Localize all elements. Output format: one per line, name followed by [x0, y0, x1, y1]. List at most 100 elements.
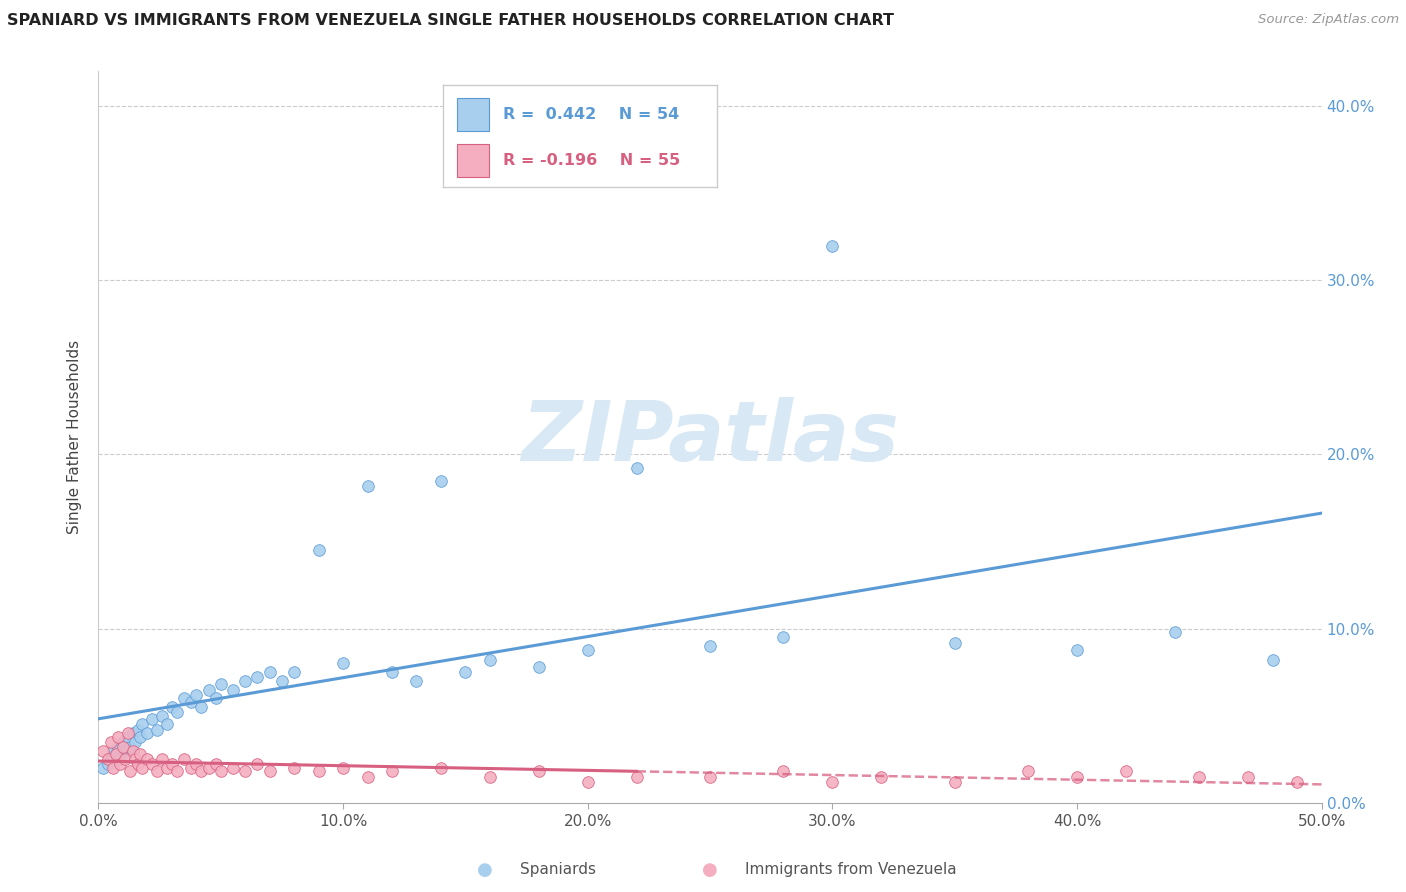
Point: [1237, 770, 1260, 784]
Point: [381, 665, 404, 680]
Point: [111, 735, 134, 749]
Point: [136, 726, 159, 740]
Point: [283, 761, 305, 775]
Point: [97, 757, 120, 772]
Point: [141, 712, 163, 726]
Point: [356, 479, 378, 493]
Point: [233, 673, 256, 688]
Point: [356, 770, 378, 784]
Point: [91, 743, 114, 757]
Point: [222, 761, 245, 775]
Text: ●: ●: [702, 861, 718, 879]
Point: [576, 642, 599, 657]
Point: [308, 543, 330, 558]
Point: [626, 461, 648, 475]
Text: R = -0.196    N = 55: R = -0.196 N = 55: [503, 153, 681, 169]
Point: [454, 665, 477, 680]
Point: [101, 743, 124, 757]
Text: Immigrants from Venezuela: Immigrants from Venezuela: [745, 863, 957, 877]
Point: [405, 673, 427, 688]
Point: [127, 757, 149, 772]
Point: [107, 740, 129, 755]
Bar: [457, 145, 489, 177]
Point: [430, 474, 453, 488]
Text: ZIPatlas: ZIPatlas: [522, 397, 898, 477]
Point: [259, 764, 281, 779]
Point: [190, 764, 212, 779]
Text: Source: ZipAtlas.com: Source: ZipAtlas.com: [1258, 13, 1399, 27]
Point: [1115, 764, 1137, 779]
Point: [430, 761, 453, 775]
Point: [156, 717, 179, 731]
Point: [527, 764, 550, 779]
Point: [1066, 770, 1088, 784]
Point: [186, 757, 208, 772]
Point: [576, 775, 599, 789]
Point: [381, 764, 404, 779]
Point: [699, 770, 721, 784]
Point: [117, 730, 139, 744]
Point: [110, 752, 132, 766]
Point: [127, 723, 149, 737]
Point: [160, 757, 183, 772]
Point: [772, 631, 794, 645]
Point: [121, 743, 143, 757]
Point: [166, 705, 188, 719]
Point: [100, 752, 122, 766]
Point: [136, 752, 159, 766]
Point: [772, 764, 794, 779]
Point: [222, 682, 245, 697]
Point: [246, 670, 269, 684]
Point: [104, 747, 127, 761]
Point: [146, 764, 169, 779]
Point: [209, 764, 232, 779]
Point: [120, 764, 142, 779]
Point: [821, 775, 844, 789]
Point: [173, 752, 195, 766]
Point: [270, 673, 294, 688]
Point: [478, 770, 501, 784]
Point: [205, 757, 228, 772]
Point: [104, 747, 127, 761]
Point: [259, 665, 281, 680]
Point: [141, 757, 163, 772]
Text: Spaniards: Spaniards: [520, 863, 596, 877]
Point: [120, 740, 142, 755]
Point: [478, 653, 501, 667]
Point: [233, 764, 256, 779]
Point: [1164, 625, 1187, 640]
Point: [114, 752, 136, 766]
Point: [131, 761, 153, 775]
Point: [114, 743, 136, 757]
Text: R =  0.442    N = 54: R = 0.442 N = 54: [503, 107, 679, 122]
Point: [117, 726, 139, 740]
Point: [332, 657, 354, 671]
Point: [870, 770, 893, 784]
Point: [527, 660, 550, 674]
Point: [197, 682, 219, 697]
Point: [101, 761, 124, 775]
Point: [1017, 764, 1039, 779]
Point: [150, 708, 173, 723]
Point: [626, 770, 648, 784]
Point: [205, 691, 228, 706]
Point: [173, 691, 195, 706]
Point: [209, 677, 232, 691]
Text: SPANIARD VS IMMIGRANTS FROM VENEZUELA SINGLE FATHER HOUSEHOLDS CORRELATION CHART: SPANIARD VS IMMIGRANTS FROM VENEZUELA SI…: [7, 13, 894, 29]
Point: [100, 735, 122, 749]
Point: [1261, 653, 1284, 667]
Point: [129, 747, 152, 761]
Point: [160, 700, 183, 714]
Point: [1066, 642, 1088, 657]
Point: [283, 665, 305, 680]
Point: [156, 761, 179, 775]
Point: [124, 752, 146, 766]
Point: [246, 757, 269, 772]
Point: [131, 717, 153, 731]
Point: [186, 688, 208, 702]
Point: [1286, 775, 1309, 789]
Point: [121, 726, 143, 740]
Text: ●: ●: [477, 861, 494, 879]
Point: [107, 730, 129, 744]
Point: [699, 639, 721, 653]
